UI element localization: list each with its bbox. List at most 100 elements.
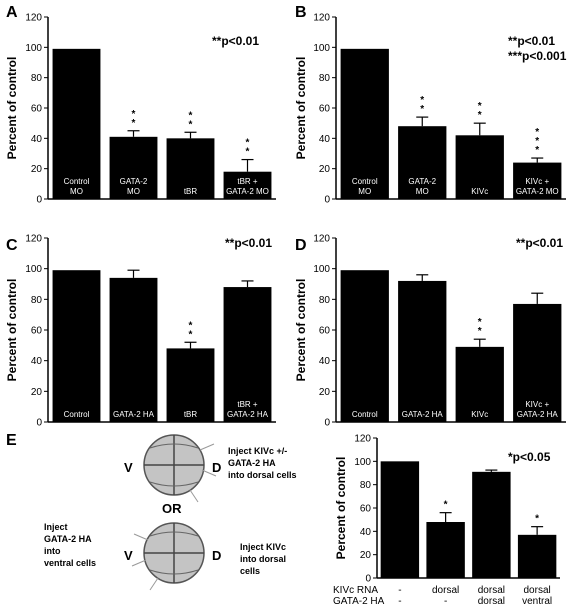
y-tick-label-B: 60 [319,104,331,115]
significance-star-E-3: * [535,514,539,525]
y-tick-label-B: 20 [319,164,331,175]
y-tick-label-D: 0 [324,418,330,429]
chart-panel-A: A 0 20 40 60 80 100 120 Percent of control **p<0.… [5,4,276,206]
y-tick-label-E: 60 [360,504,372,515]
table-cell-E-2: dorsal [478,585,505,596]
y-tick-label-C: 60 [31,326,43,337]
bar-label-B-2: KIVc [471,187,488,196]
bar-label-A-0: Control [64,177,90,186]
y-tick-label-E: 40 [360,527,372,538]
bar-D-3 [513,303,562,422]
significance-star-E-1: * [444,500,448,511]
significance-star-A-3: * [246,138,250,149]
chart-panel-B: B 0 20 40 60 80 100 120 Percent of control **p<0.… [294,4,567,206]
bar-C-1 [109,277,158,422]
bar-A-0 [52,48,101,199]
top-text-line-2: GATA-2 HA [228,458,276,468]
bar-B-3 [513,162,562,199]
bar-E-2 [472,471,511,578]
bar-label-D-3: KIVc + [525,400,549,409]
panel-letter-C: C [6,237,18,254]
y-tick-label-B: 120 [313,13,330,24]
bar-C-0 [52,270,101,422]
bar-B-2 [455,135,504,199]
embryo-top-d: D [212,460,221,475]
y-tick-label-B: 40 [319,134,331,145]
y-tick-label-D: 40 [319,356,331,367]
significance-star-A-1: * [132,109,136,120]
panel-letter-B: B [295,4,307,21]
significance-star-B-1: * [420,104,424,115]
table-cell-E-3: ventral [522,596,552,607]
significance-star-D-2: * [478,326,482,337]
bar-label-B-3: GATA-2 MO [516,187,559,196]
row-label-E-1: GATA-2 HA [333,596,385,607]
bottom-right-line-2: into dorsal [240,554,286,564]
y-tick-label-B: 0 [324,195,330,206]
significance-note-A: **p<0.01 [212,34,259,48]
embryo-bottom-v: V [124,548,133,563]
y-tick-label-C: 120 [25,234,42,245]
y-tick-label-D: 100 [313,264,330,275]
bar-label-D-1: GATA-2 HA [402,410,444,419]
bar-D-0 [340,270,389,422]
bottom-left-line-3: into [44,546,61,556]
significance-note-D: **p<0.01 [516,236,563,250]
bar-label-B-1: GATA-2 [408,177,436,186]
bar-label-C-3: tBR + [237,400,258,409]
y-axis-label-C: Percent of control [5,279,19,382]
y-tick-label-E: 120 [354,434,371,445]
top-text-line-3: into dorsal cells [228,470,297,480]
bar-label-B-0: MO [358,187,371,196]
bar-label-D-2: KIVc [471,410,488,419]
y-tick-label-D: 80 [319,295,331,306]
row-label-E-0: KIVc RNA [333,585,378,596]
bar-C-3 [223,287,272,422]
y-tick-label-E: 20 [360,550,372,561]
bar-label-C-1: GATA-2 HA [113,410,155,419]
y-tick-label-B: 100 [313,43,330,54]
embryo-top-image [143,434,217,503]
chart-panel-D: D 0 20 40 60 80 100 120 Percent of control **p<0.… [294,234,566,429]
bar-E-0 [380,461,420,578]
y-tick-label-C: 0 [36,418,42,429]
bar-label-C-2: tBR [184,410,198,419]
bottom-left-line-4: ventral cells [44,558,96,568]
bar-D-2 [455,346,504,422]
y-tick-label-E: 100 [354,457,371,468]
y-tick-label-C: 80 [31,295,43,306]
y-tick-label-A: 40 [31,134,43,145]
bar-label-D-0: Control [352,410,378,419]
bar-label-C-3: GATA-2 HA [227,410,269,419]
significance-star-A-2: * [189,110,193,121]
significance-star-B-3: * [535,136,539,147]
y-tick-label-E: 80 [360,480,372,491]
significance-note-B: ***p<0.001 [508,49,567,63]
bar-label-D-3: GATA-2 HA [517,410,559,419]
table-cell-E-1: dorsal [432,585,459,596]
bar-label-A-3: tBR + [237,177,258,186]
bar-label-A-1: GATA-2 [120,177,148,186]
or-text: OR [162,501,182,516]
y-tick-label-A: 120 [25,13,42,24]
significance-star-C-2: * [189,329,193,340]
y-tick-label-A: 80 [31,73,43,84]
top-text-line-1: Inject KIVc +/- [228,446,287,456]
embryo-bottom-image [131,522,205,591]
bottom-left-line-2: GATA-2 HA [44,534,92,544]
y-tick-label-A: 60 [31,104,43,115]
significance-star-A-2: * [189,119,193,130]
bar-label-B-0: Control [352,177,378,186]
table-cell-E-3: dorsal [524,585,551,596]
y-tick-label-E: 0 [365,574,371,585]
panel-letter-D: D [295,237,307,254]
embryo-schematic: E V D V D Inject KIVc +/- GATA- [6,432,297,591]
y-axis-label-D: Percent of control [294,279,308,382]
bar-label-A-3: GATA-2 MO [226,187,269,196]
y-tick-label-C: 40 [31,356,43,367]
significance-star-B-3: * [535,127,539,138]
y-tick-label-A: 20 [31,164,43,175]
y-tick-label-C: 20 [31,387,43,398]
bottom-right-line-3: cells [240,566,260,576]
